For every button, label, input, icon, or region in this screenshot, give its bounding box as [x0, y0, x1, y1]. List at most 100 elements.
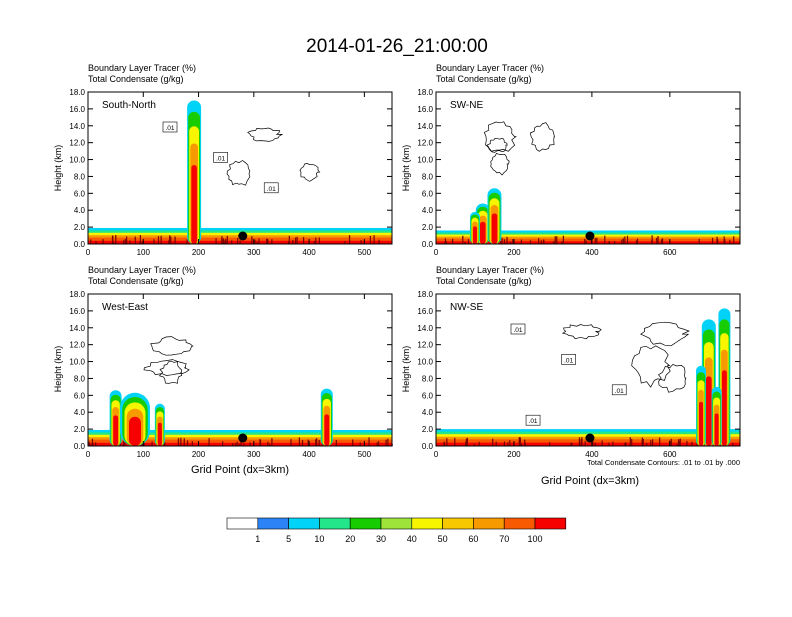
y-axis-label: Height (km) — [53, 145, 63, 192]
surface-streak — [301, 440, 304, 446]
surface-streak — [509, 440, 511, 446]
surface-streak — [524, 442, 526, 446]
surface-streak — [678, 441, 680, 446]
condensate-contour — [486, 137, 508, 153]
surface-streak — [495, 441, 497, 446]
colorbar-label: 60 — [468, 534, 478, 544]
surface-streak — [348, 235, 351, 244]
surface-streak — [215, 238, 217, 244]
y-tick-label: 4.0 — [422, 206, 434, 215]
surface-streak — [676, 443, 678, 446]
x-tick-label: 400 — [585, 450, 599, 459]
plot-frame — [87, 293, 393, 447]
surface-streak — [102, 239, 104, 244]
surface-streak — [387, 438, 389, 446]
surface-streak — [186, 239, 188, 244]
surface-streak — [160, 235, 162, 244]
surface-streak — [88, 441, 90, 446]
y-tick-label: 2.0 — [74, 425, 86, 434]
y-tick-label: 4.0 — [74, 408, 86, 417]
plume-2-layer-4 — [699, 401, 704, 446]
y-tick-label: 18.0 — [69, 88, 85, 97]
colorbar-label: 70 — [499, 534, 509, 544]
surface-streak — [670, 438, 672, 446]
surface-streak — [464, 241, 466, 244]
surface-streak — [584, 238, 586, 244]
plot-area: .01 .01 .01 .01 NW-SE 0.0 2.0 4.0 6.0 8.0 10.0 12.0… — [417, 290, 741, 459]
surface-streak — [226, 235, 228, 244]
surface-streak — [677, 439, 680, 446]
condensate-contour — [150, 336, 194, 356]
surface-streak — [641, 440, 643, 446]
surface-streak — [170, 236, 172, 244]
x-tick-label: 300 — [247, 248, 261, 257]
surface-streak — [91, 438, 94, 446]
surface-streak — [732, 442, 734, 446]
surface-streak — [151, 441, 153, 446]
colorbar-bin-9 — [503, 517, 536, 530]
surface-streak — [733, 236, 735, 244]
panel-header-line1: Boundary Layer Tracer (%) — [436, 265, 544, 275]
surface-streak — [292, 240, 294, 244]
surface-streak — [123, 240, 125, 244]
plot-frame — [87, 91, 393, 245]
y-tick-label: 2.0 — [422, 223, 434, 232]
y-tick-label: 18.0 — [69, 290, 85, 299]
surface-streak — [208, 438, 210, 446]
condensate-contour — [158, 360, 183, 384]
surface-streak — [124, 238, 126, 244]
colorbar-bin-8 — [473, 517, 505, 530]
surface-streak — [236, 441, 238, 446]
surface-streak — [538, 238, 540, 244]
plume-1-layer-4 — [128, 416, 141, 446]
surface-streak — [711, 237, 714, 244]
surface-streak — [503, 441, 506, 446]
colorbar-bin-10 — [534, 517, 567, 530]
panel-header-line2: Total Condensate (g/kg) — [436, 276, 532, 286]
y-tick-label: 14.0 — [69, 324, 85, 333]
surface-streak — [691, 441, 693, 446]
surface-streak — [225, 238, 227, 244]
figure-title: 2014-01-26_21:00:00 — [306, 36, 488, 57]
surface-streak — [613, 241, 616, 244]
footnote: Total Condensate Contours: .01 to .01 by… — [587, 458, 740, 467]
contour-label-box — [162, 121, 178, 133]
tracer-layer-5 — [436, 442, 740, 446]
plume-0-layer-4 — [191, 165, 197, 244]
surface-streak — [360, 240, 362, 244]
y-tick-label: 10.0 — [417, 156, 433, 165]
surface-streak — [571, 442, 573, 446]
surface-streak — [612, 441, 614, 446]
panel-header-line1: Boundary Layer Tracer (%) — [88, 265, 196, 275]
surface-streak — [377, 441, 380, 446]
surface-streak — [186, 440, 189, 446]
contour-label: .01 — [529, 418, 538, 425]
surface-streak — [594, 442, 596, 446]
y-tick-label: 16.0 — [417, 307, 433, 316]
surface-streak — [234, 443, 237, 446]
surface-streak — [231, 240, 233, 244]
surface-streak — [698, 238, 700, 244]
surface-streak — [237, 238, 239, 244]
surface-streak — [657, 236, 659, 244]
y-tick-label: 0.0 — [422, 240, 434, 249]
surface-streak — [451, 238, 454, 244]
surface-streak — [608, 241, 610, 244]
station-marker — [585, 433, 595, 443]
x-axis-label: Grid Point (dx=3km) — [191, 464, 289, 476]
surface-streak — [271, 239, 273, 244]
y-tick-label: 12.0 — [417, 341, 433, 350]
surface-streak — [444, 442, 446, 446]
surface-streak — [646, 443, 648, 446]
colorbar-bin-0 — [226, 517, 259, 530]
y-tick-label: 0.0 — [422, 442, 434, 451]
surface-streak — [659, 437, 661, 446]
surface-streak — [315, 237, 317, 244]
contour-label-box — [510, 323, 526, 335]
surface-streak — [661, 238, 664, 244]
tracer-layer-5 — [436, 241, 740, 244]
surface-streak — [318, 237, 320, 244]
x-tick-label: 400 — [302, 248, 316, 257]
surface-streak — [92, 443, 94, 446]
